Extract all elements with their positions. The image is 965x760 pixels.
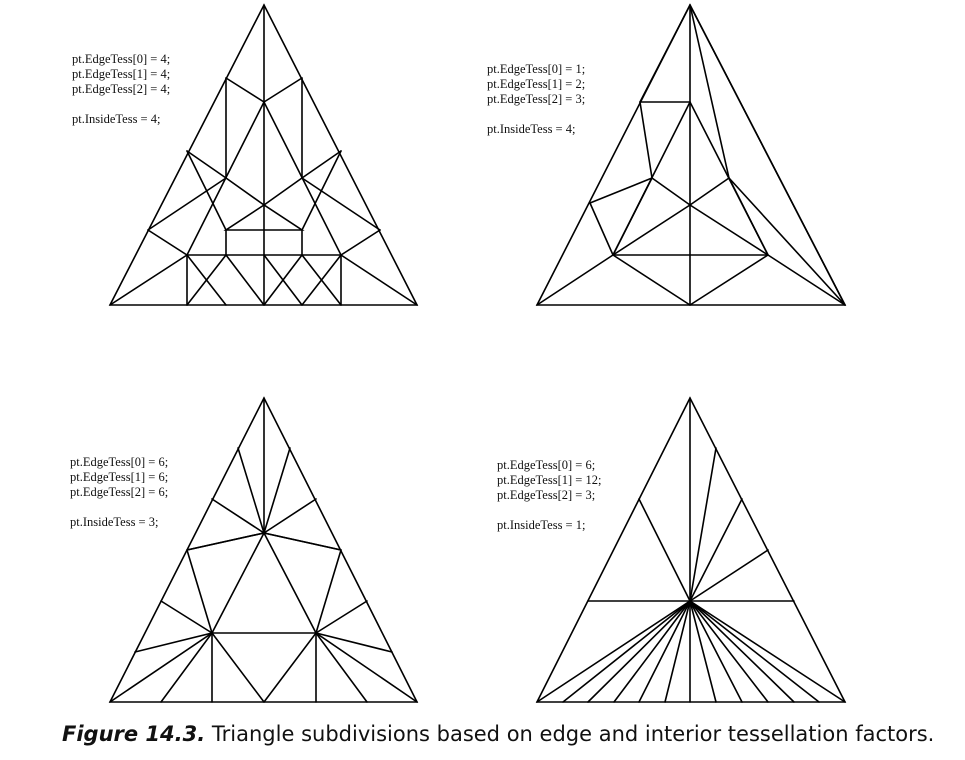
edge-tess-1-label: pt.EdgeTess[1] = 2; <box>487 77 586 91</box>
panel-mixed-6-12-3: pt.EdgeTess[0] = 6; pt.EdgeTess[1] = 12;… <box>0 0 847 703</box>
inside-tess-label: pt.InsideTess = 4; <box>487 122 576 136</box>
figure-caption-text: Triangle subdivisions based on edge and … <box>211 722 935 746</box>
edge-tess-1-label: pt.EdgeTess[1] = 4; <box>72 67 171 81</box>
tessellation-lines <box>108 396 419 703</box>
edge-tess-0-label: pt.EdgeTess[0] = 6; <box>70 455 169 469</box>
tess-factor-labels: pt.EdgeTess[0] = 6; pt.EdgeTess[1] = 6; … <box>70 455 168 530</box>
figure-caption: Figure 14.3. Triangle subdivisions based… <box>62 722 934 746</box>
edge-tess-1-label: pt.EdgeTess[1] = 6; <box>70 470 169 484</box>
panel-uniform-6-inside-3: pt.EdgeTess[0] = 6; pt.EdgeTess[1] = 6; … <box>0 0 480 703</box>
panel-mixed-1-2-3: pt.EdgeTess[0] = 1; pt.EdgeTess[1] = 2; … <box>0 0 847 360</box>
panel-uniform-4: pt.EdgeTess[0] = 4; pt.EdgeTess[1] = 4; … <box>0 0 480 360</box>
tess-factor-labels: pt.EdgeTess[0] = 6; pt.EdgeTess[1] = 12;… <box>497 458 601 533</box>
figure-number: Figure 14.3. <box>62 722 206 746</box>
edge-tess-0-label: pt.EdgeTess[0] = 4; <box>72 52 171 66</box>
inside-tess-label: pt.InsideTess = 3; <box>70 515 159 529</box>
tessellation-lines <box>535 3 847 306</box>
triangle-diagram <box>535 396 847 703</box>
edge-tess-1-label: pt.EdgeTess[1] = 12; <box>497 473 602 487</box>
triangle-diagram <box>535 3 847 306</box>
inside-tess-label: pt.InsideTess = 4; <box>72 112 161 126</box>
edge-tess-2-label: pt.EdgeTess[2] = 4; <box>72 82 171 96</box>
tessellation-lines <box>535 396 847 703</box>
triangle-diagram <box>108 396 419 703</box>
edge-tess-2-label: pt.EdgeTess[2] = 3; <box>497 488 596 502</box>
tess-factor-labels: pt.EdgeTess[0] = 4; pt.EdgeTess[1] = 4; … <box>72 52 170 127</box>
edge-tess-0-label: pt.EdgeTess[0] = 1; <box>487 62 586 76</box>
tessellation-lines <box>108 3 419 306</box>
edge-tess-2-label: pt.EdgeTess[2] = 6; <box>70 485 169 499</box>
inside-tess-label: pt.InsideTess = 1; <box>497 518 586 532</box>
triangle-diagram <box>108 3 419 306</box>
edge-tess-2-label: pt.EdgeTess[2] = 3; <box>487 92 586 106</box>
edge-tess-0-label: pt.EdgeTess[0] = 6; <box>497 458 596 472</box>
tess-factor-labels: pt.EdgeTess[0] = 1; pt.EdgeTess[1] = 2; … <box>487 62 585 137</box>
